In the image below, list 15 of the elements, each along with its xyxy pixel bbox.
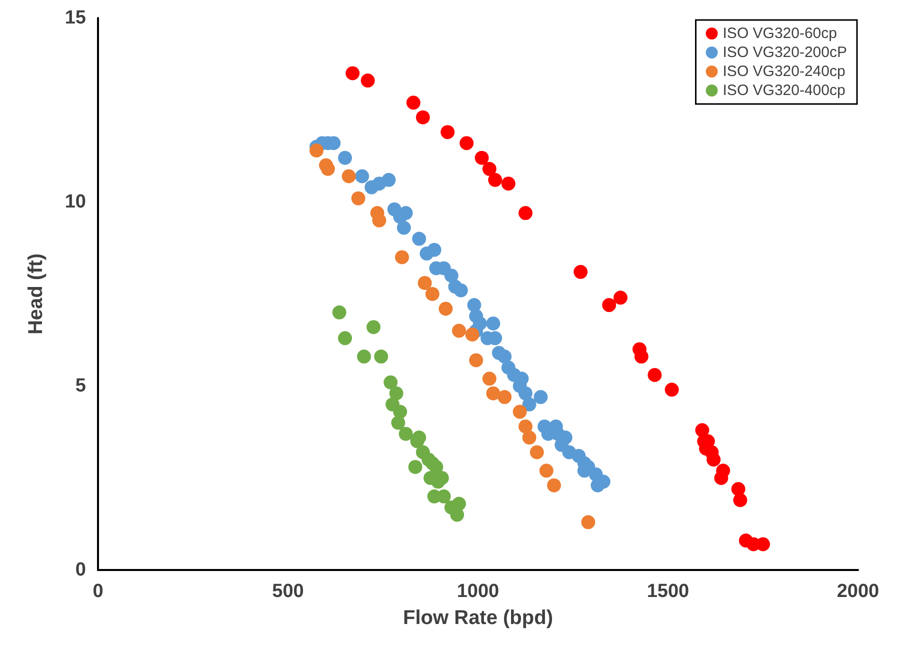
- x-tick-label: 500: [272, 581, 304, 602]
- legend-label: ISO VG320-60cp: [722, 25, 837, 42]
- x-tick-label: 1000: [456, 581, 500, 602]
- legend-label: ISO VG320-400cp: [722, 82, 846, 99]
- x-axis-title: Flow Rate (bpd): [403, 607, 553, 629]
- legend-label: ISO VG320-200cP: [722, 44, 847, 61]
- y-axis-title: Head (ft): [25, 253, 47, 335]
- y-tick-label: 10: [64, 192, 86, 212]
- y-tick-label: 0: [75, 560, 86, 580]
- x-tick-label: 0: [92, 581, 104, 602]
- x-tick-label: 2000: [836, 581, 880, 602]
- y-tick-label: 15: [64, 8, 86, 28]
- x-tick-label: 1500: [646, 581, 690, 602]
- y-tick-label: 5: [75, 376, 86, 396]
- legend-label: ISO VG320-240cp: [722, 63, 846, 80]
